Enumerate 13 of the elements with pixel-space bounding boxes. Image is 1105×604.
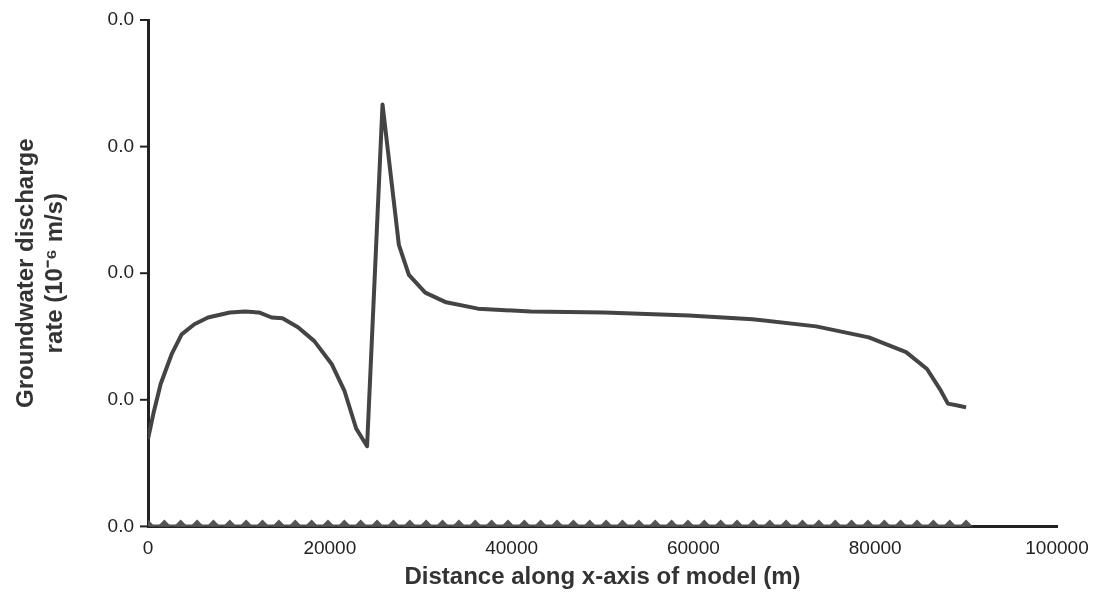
x-tick-label: 100000 [1025, 537, 1089, 559]
text: 0.0 [107, 514, 134, 536]
x-tick-label: 20000 [303, 537, 357, 559]
x-tick-label: 60000 [666, 537, 720, 559]
x-tick-label: 40000 [485, 537, 539, 559]
y-axis-title: Groundwater discharge rate (10⁻⁶ m/s) [11, 138, 67, 408]
x-tick-label: 80000 [848, 537, 902, 559]
x-axis-title: Distance along x-axis of model (m) [404, 562, 801, 590]
text: 0.0 [107, 388, 134, 410]
text: 0.0 [107, 261, 134, 283]
text: 0.0 [107, 8, 134, 30]
x-tick-label: 0 [142, 537, 154, 559]
text: 0.0 [107, 134, 134, 156]
